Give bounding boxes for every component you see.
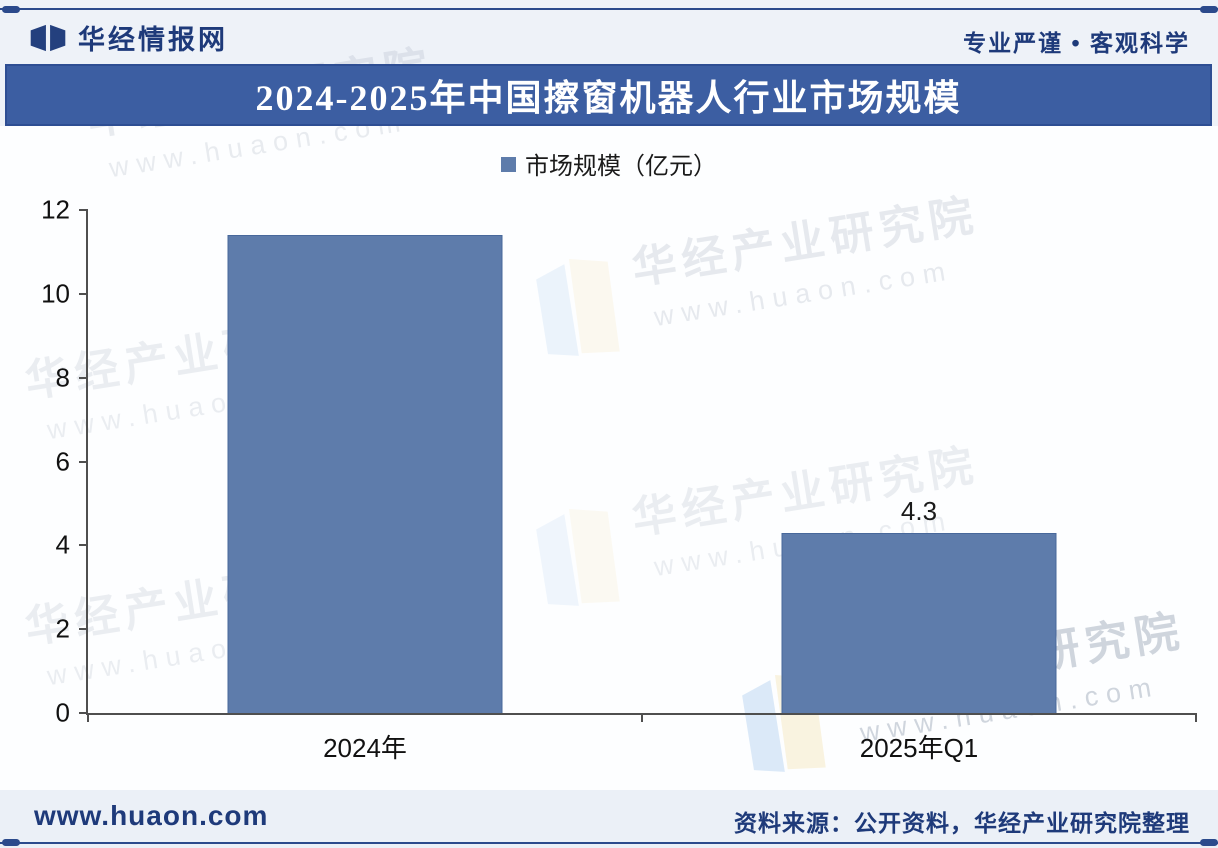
plot-area: 2024年 4.3 2025年Q1 0 2 4 6 8 10 12 [41, 195, 1197, 763]
category-slot: 2024年 [88, 210, 642, 763]
chart-title: 2024-2025年中国擦窗机器人行业市场规模 [255, 78, 962, 118]
y-tick-label: 12 [41, 194, 70, 225]
y-tick-label: 2 [55, 613, 70, 644]
x-axis-label: 2025年Q1 [859, 733, 979, 763]
x-tick-mark [1195, 713, 1197, 722]
bottom-divider-cap-right [1200, 839, 1218, 846]
y-tick-label: 6 [55, 446, 70, 476]
y-tick-mark [79, 460, 88, 463]
footer-data-source: 资料来源：公开资料，华经产业研究院整理 [734, 810, 1190, 836]
y-tick-label: 4 [55, 529, 70, 560]
y-tick-mark [79, 544, 88, 547]
y-tick-mark [79, 628, 88, 631]
brand-name: 华经情报网 [78, 25, 228, 55]
header-tagline: 专业严谨 • 客观科学 [963, 30, 1190, 56]
x-axis-label: 2024年 [323, 733, 407, 763]
brand: 华经情报网 [30, 18, 228, 57]
brand-logo-icon [30, 22, 66, 54]
y-tick-label: 0 [55, 697, 70, 728]
bottom-divider-cap-left [2, 839, 20, 846]
y-tick-mark [79, 292, 88, 295]
bar [227, 235, 503, 713]
bottom-divider-line [0, 842, 1218, 844]
chart-legend: 市场规模（亿元） [0, 146, 1218, 181]
top-divider-cap-right [1200, 6, 1218, 13]
bar-value-label: 4.3 [900, 495, 938, 526]
y-tick-mark [79, 209, 88, 211]
bar: 4.3 [781, 496, 1057, 713]
legend-marker-icon [501, 157, 516, 172]
y-tick-label: 8 [55, 362, 70, 393]
y-tick-mark [79, 712, 88, 714]
chart-title-bar: 2024-2025年中国擦窗机器人行业市场规模 [5, 64, 1212, 126]
x-tick-mark [641, 713, 643, 722]
top-divider-cap-left [2, 6, 20, 13]
legend-label: 市场规模（亿元） [525, 153, 717, 180]
y-tick-label: 10 [41, 278, 70, 309]
header: 华经情报网 专业严谨 • 客观科学 [0, 12, 1218, 62]
x-tick-mark [87, 713, 89, 722]
category-slot: 4.3 2025年Q1 [642, 210, 1196, 763]
footer: www.huaon.com 资料来源：公开资料，华经产业研究院整理 [0, 790, 1218, 848]
footer-site-url: www.huaon.com [34, 800, 269, 831]
plot-slots: 2024年 4.3 2025年Q1 [88, 210, 1196, 763]
top-divider-line [0, 8, 1218, 10]
y-tick-mark [79, 376, 88, 379]
